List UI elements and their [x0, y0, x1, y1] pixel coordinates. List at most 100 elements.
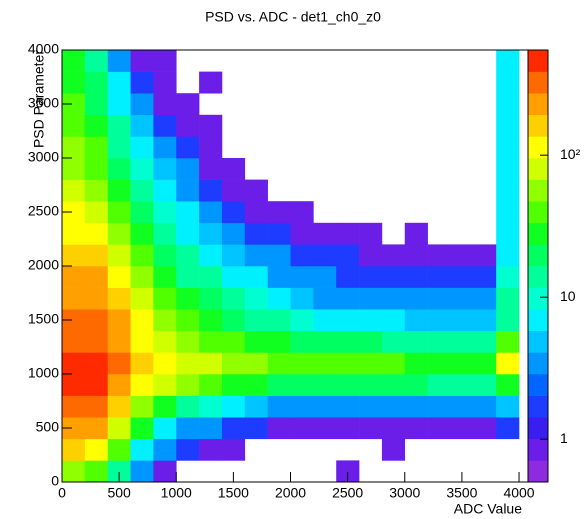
heatmap-cell [313, 417, 337, 440]
heatmap-cell [404, 222, 428, 245]
colorbar-tick-label: 1 [560, 430, 568, 446]
heatmap-cell [336, 395, 360, 418]
heatmap-cell [130, 460, 154, 483]
heatmap-cell [496, 287, 520, 310]
color-band [528, 287, 548, 310]
heatmap-cell [84, 93, 109, 116]
heatmap-cell [290, 352, 314, 375]
heatmap-cell [130, 438, 154, 461]
heatmap-cell [199, 287, 223, 310]
heatmap-cell [244, 374, 268, 396]
heatmap-cell [176, 395, 200, 418]
heatmap-cell [427, 374, 451, 396]
heatmap-cell [62, 158, 86, 180]
color-band [528, 50, 548, 72]
heatmap-cell [199, 352, 223, 375]
heatmap-cell [290, 266, 314, 288]
heatmap-cell [313, 352, 337, 375]
heatmap-cell [84, 201, 109, 224]
x-tick-label: 3500 [446, 485, 477, 501]
heatmap-cell [107, 309, 131, 332]
color-band [528, 179, 548, 202]
heatmap-cell [404, 417, 428, 440]
heatmap-cell [450, 352, 474, 375]
heatmap-cell [313, 266, 337, 288]
heatmap-cell [62, 244, 86, 267]
heatmap-cell [107, 201, 131, 224]
heatmap-cell [176, 201, 200, 224]
heatmap-cell [381, 330, 406, 353]
heatmap-cell [130, 266, 154, 288]
heatmap-cell [427, 352, 451, 375]
heatmap-cell [199, 179, 223, 202]
x-tick-label: 2500 [332, 485, 363, 501]
color-band [528, 266, 548, 288]
heatmap-cell [176, 287, 200, 310]
y-axis-label: PSD Parameter [31, 50, 47, 148]
heatmap-cell [153, 438, 177, 461]
heatmap-cell [496, 179, 520, 202]
heatmap-cell [107, 287, 131, 310]
heatmap-cell [450, 266, 474, 288]
heatmap-cell [130, 50, 154, 72]
color-band [528, 352, 548, 375]
heatmap-cell [153, 352, 177, 375]
y-tick-label: 500 [36, 419, 60, 435]
heatmap-cell [199, 438, 223, 461]
heatmap-cell [496, 374, 520, 396]
heatmap-cell [199, 266, 223, 288]
heatmap-cell [176, 417, 200, 440]
x-tick-label: 2000 [275, 485, 306, 501]
color-band [528, 93, 548, 116]
heatmap-cell [473, 352, 497, 375]
x-tick-label: 500 [107, 485, 131, 501]
heatmap-cell [290, 395, 314, 418]
heatmap-cell [221, 158, 246, 180]
heatmap-cell [244, 287, 268, 310]
heatmap-cell [450, 309, 474, 332]
heatmap-cell [107, 50, 131, 72]
heatmap-cell [336, 266, 360, 288]
heatmap-cell [473, 266, 497, 288]
heatmap-cell [153, 136, 177, 159]
heatmap-cell [381, 352, 406, 375]
heatmap-cell [199, 71, 223, 94]
heatmap-cell [313, 395, 337, 418]
heatmap-cell [221, 287, 246, 310]
heatmap-cell [496, 201, 520, 224]
heatmap-cell [153, 114, 177, 137]
heatmap-cell [359, 395, 383, 418]
heatmap-cell [107, 417, 131, 440]
heatmap-cell [62, 114, 86, 137]
heatmap-cell [84, 460, 109, 483]
heatmap-cell [359, 222, 383, 245]
x-tick-label: 4000 [503, 485, 534, 501]
heatmap-cell [496, 136, 520, 159]
heatmap-cell [336, 460, 360, 483]
heatmap-cell [404, 352, 428, 375]
heatmap-cell [404, 330, 428, 353]
heatmap-cell [107, 395, 131, 418]
heatmap-cell [496, 330, 520, 353]
heatmap-cell [473, 287, 497, 310]
heatmap-cell [290, 330, 314, 353]
heatmap-cell [107, 114, 131, 137]
heatmap-cell [381, 374, 406, 396]
heatmap-cell [381, 287, 406, 310]
heatmap-cell [290, 244, 314, 267]
heatmap-cell [153, 417, 177, 440]
heatmap-cell [62, 71, 86, 94]
heatmap-cell [199, 136, 223, 159]
color-band [528, 201, 548, 224]
heatmap-cell [199, 201, 223, 224]
heatmap-cell [359, 287, 383, 310]
heatmap-cell [153, 309, 177, 332]
heatmap-cell [496, 352, 520, 375]
heatmap-cell [176, 352, 200, 375]
heatmap-cell [153, 266, 177, 288]
heatmap-cell [84, 71, 109, 94]
heatmap-cell [221, 222, 246, 245]
heatmap-cell [496, 309, 520, 332]
heatmap-cell [496, 395, 520, 418]
y-tick-label: 4000 [28, 41, 59, 57]
